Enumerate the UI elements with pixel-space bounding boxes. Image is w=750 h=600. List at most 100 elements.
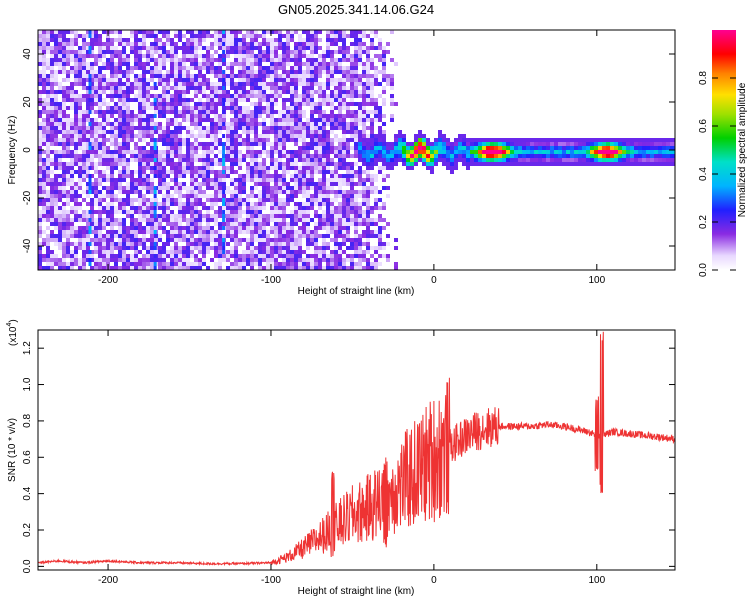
spectrogram-cell xyxy=(286,106,290,110)
spectrogram-cell xyxy=(406,142,410,146)
spectrogram-cell xyxy=(46,38,50,42)
spectrogram-cell xyxy=(242,86,246,90)
spectrogram-cell xyxy=(114,70,118,74)
spectrogram-cell xyxy=(134,146,138,150)
spectrogram-cell xyxy=(218,94,222,98)
spectrogram-cell xyxy=(126,94,130,98)
spectrogram-cell xyxy=(302,222,306,226)
spectrogram-cell xyxy=(314,102,318,106)
spectrogram-cell xyxy=(294,30,298,34)
spectrogram-cell xyxy=(242,138,246,142)
spectrogram-cell xyxy=(158,66,162,70)
spectrogram-cell xyxy=(190,130,194,134)
spectrogram-cell xyxy=(78,234,82,238)
spectrogram-cell xyxy=(646,158,650,162)
spectrogram-cell xyxy=(374,230,378,234)
spectrogram-cell xyxy=(198,90,202,94)
spectrogram-cell xyxy=(302,258,306,262)
spectrogram-cell xyxy=(374,206,378,210)
spectrogram-cell xyxy=(386,174,390,178)
spectrogram-cell xyxy=(158,122,162,126)
spectrogram-cell xyxy=(178,126,182,130)
spectrogram-cell xyxy=(250,154,254,158)
spectrogram-cell xyxy=(230,158,234,162)
spectrogram-cell xyxy=(158,182,162,186)
spectrogram-cell xyxy=(598,158,602,162)
spectrogram-cell xyxy=(294,50,298,54)
spectrogram-cell xyxy=(558,146,562,150)
spectrogram-cell xyxy=(238,118,242,122)
spectrogram-cell xyxy=(234,246,238,250)
spectrogram-cell xyxy=(290,222,294,226)
spectrogram-cell xyxy=(102,198,106,202)
spectrogram-cell xyxy=(66,50,70,54)
spectrogram-cell xyxy=(286,34,290,38)
spectrogram-cell xyxy=(102,154,106,158)
spectrogram-cell xyxy=(146,186,150,190)
spectrogram-cell xyxy=(378,198,382,202)
spectrogram-cell xyxy=(366,190,370,194)
spectrogram-cell xyxy=(206,54,210,58)
spectrogram-cell xyxy=(198,238,202,242)
spectrogram-cell xyxy=(302,230,306,234)
spectrogram-cell xyxy=(258,190,262,194)
spectrogram-cell xyxy=(246,262,250,266)
spectrogram-cell xyxy=(350,186,354,190)
spectrogram-cell xyxy=(378,206,382,210)
spectrogram-cell xyxy=(318,262,322,266)
spectrogram-cell xyxy=(94,262,98,266)
spectrogram-cell xyxy=(226,198,230,202)
spectrogram-cell xyxy=(270,94,274,98)
spectrogram-cell xyxy=(298,250,302,254)
spectrogram-cell xyxy=(138,94,142,98)
spectrogram-cell xyxy=(378,146,382,150)
spectrogram-cell xyxy=(222,34,226,38)
spectrogram-cell xyxy=(114,150,118,154)
spectrogram-cell xyxy=(358,254,362,258)
spectrogram-cell xyxy=(470,162,474,166)
spectrogram-cell xyxy=(158,250,162,254)
spectrogram-cell xyxy=(126,70,130,74)
spectrogram-cell xyxy=(278,186,282,190)
spectrogram-cell xyxy=(290,234,294,238)
spectrogram-cell xyxy=(142,170,146,174)
spectrogram-cell xyxy=(670,146,674,150)
spectrogram-cell xyxy=(126,198,130,202)
spectrogram-cell xyxy=(270,198,274,202)
spectrogram-cell xyxy=(38,266,42,270)
spectrogram-cell xyxy=(290,154,294,158)
spectrogram-cell xyxy=(190,214,194,218)
spectrogram-cell xyxy=(322,70,326,74)
spectrogram-cell xyxy=(110,46,114,50)
spectrogram-cell xyxy=(202,258,206,262)
spectrogram-cell xyxy=(414,150,418,154)
spectrogram-cell xyxy=(506,154,510,158)
spectrogram-cell xyxy=(178,114,182,118)
spectrogram-cell xyxy=(198,114,202,118)
spectrogram-cell xyxy=(238,262,242,266)
spectrogram-cell xyxy=(234,134,238,138)
spectrogram-cell xyxy=(110,190,114,194)
spectrogram-cell xyxy=(114,82,118,86)
spectrogram-cell xyxy=(98,110,102,114)
spectrogram-cell xyxy=(62,138,66,142)
spectrogram-cell xyxy=(122,106,126,110)
spectrogram-cell xyxy=(670,154,674,158)
spectrogram-cell xyxy=(342,250,346,254)
spectrogram-cell xyxy=(314,90,318,94)
spectrogram-cell xyxy=(38,74,42,78)
spectrogram-cell xyxy=(242,90,246,94)
spectrogram-cell xyxy=(650,158,654,162)
spectrogram-cell xyxy=(98,158,102,162)
spectrogram-cell xyxy=(470,150,474,154)
spectrogram-cell xyxy=(174,130,178,134)
spectrogram-cell xyxy=(178,194,182,198)
spectrogram-cell xyxy=(338,222,342,226)
spectrogram-cell xyxy=(594,150,598,154)
spectrogram-cell xyxy=(378,94,382,98)
spectrogram-cell xyxy=(46,134,50,138)
spectrogram-cell xyxy=(242,202,246,206)
spectrogram-cell xyxy=(86,214,90,218)
spectrogram-cell xyxy=(406,166,410,170)
spectrogram-cell xyxy=(210,106,214,110)
